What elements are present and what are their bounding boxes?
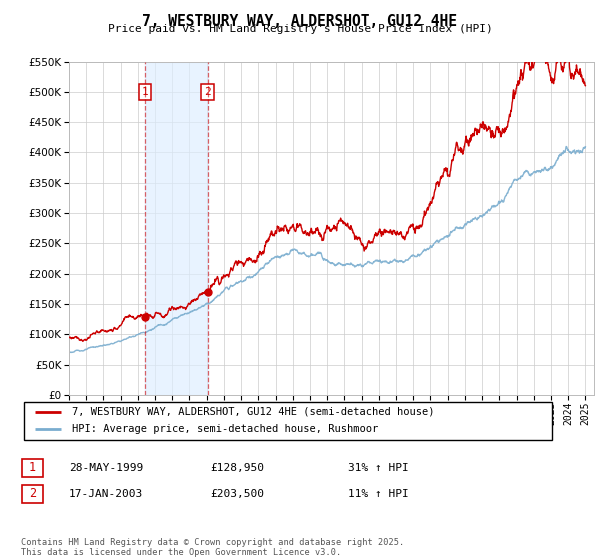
Text: £128,950: £128,950 [210,463,264,473]
Text: 7, WESTBURY WAY, ALDERSHOT, GU12 4HE: 7, WESTBURY WAY, ALDERSHOT, GU12 4HE [143,14,458,29]
Text: 17-JAN-2003: 17-JAN-2003 [69,489,143,499]
Text: 31% ↑ HPI: 31% ↑ HPI [348,463,409,473]
Text: Contains HM Land Registry data © Crown copyright and database right 2025.
This d: Contains HM Land Registry data © Crown c… [21,538,404,557]
Text: HPI: Average price, semi-detached house, Rushmoor: HPI: Average price, semi-detached house,… [71,424,378,435]
Text: 1: 1 [29,461,36,474]
Text: 28-MAY-1999: 28-MAY-1999 [69,463,143,473]
Text: 1: 1 [142,87,148,97]
Text: 7, WESTBURY WAY, ALDERSHOT, GU12 4HE (semi-detached house): 7, WESTBURY WAY, ALDERSHOT, GU12 4HE (se… [71,407,434,417]
Bar [145,62,208,395]
Text: 2: 2 [29,487,36,501]
Text: £203,500: £203,500 [210,489,264,499]
Text: Price paid vs. HM Land Registry's House Price Index (HPI): Price paid vs. HM Land Registry's House … [107,24,493,34]
Text: 2: 2 [204,87,211,97]
Text: 11% ↑ HPI: 11% ↑ HPI [348,489,409,499]
